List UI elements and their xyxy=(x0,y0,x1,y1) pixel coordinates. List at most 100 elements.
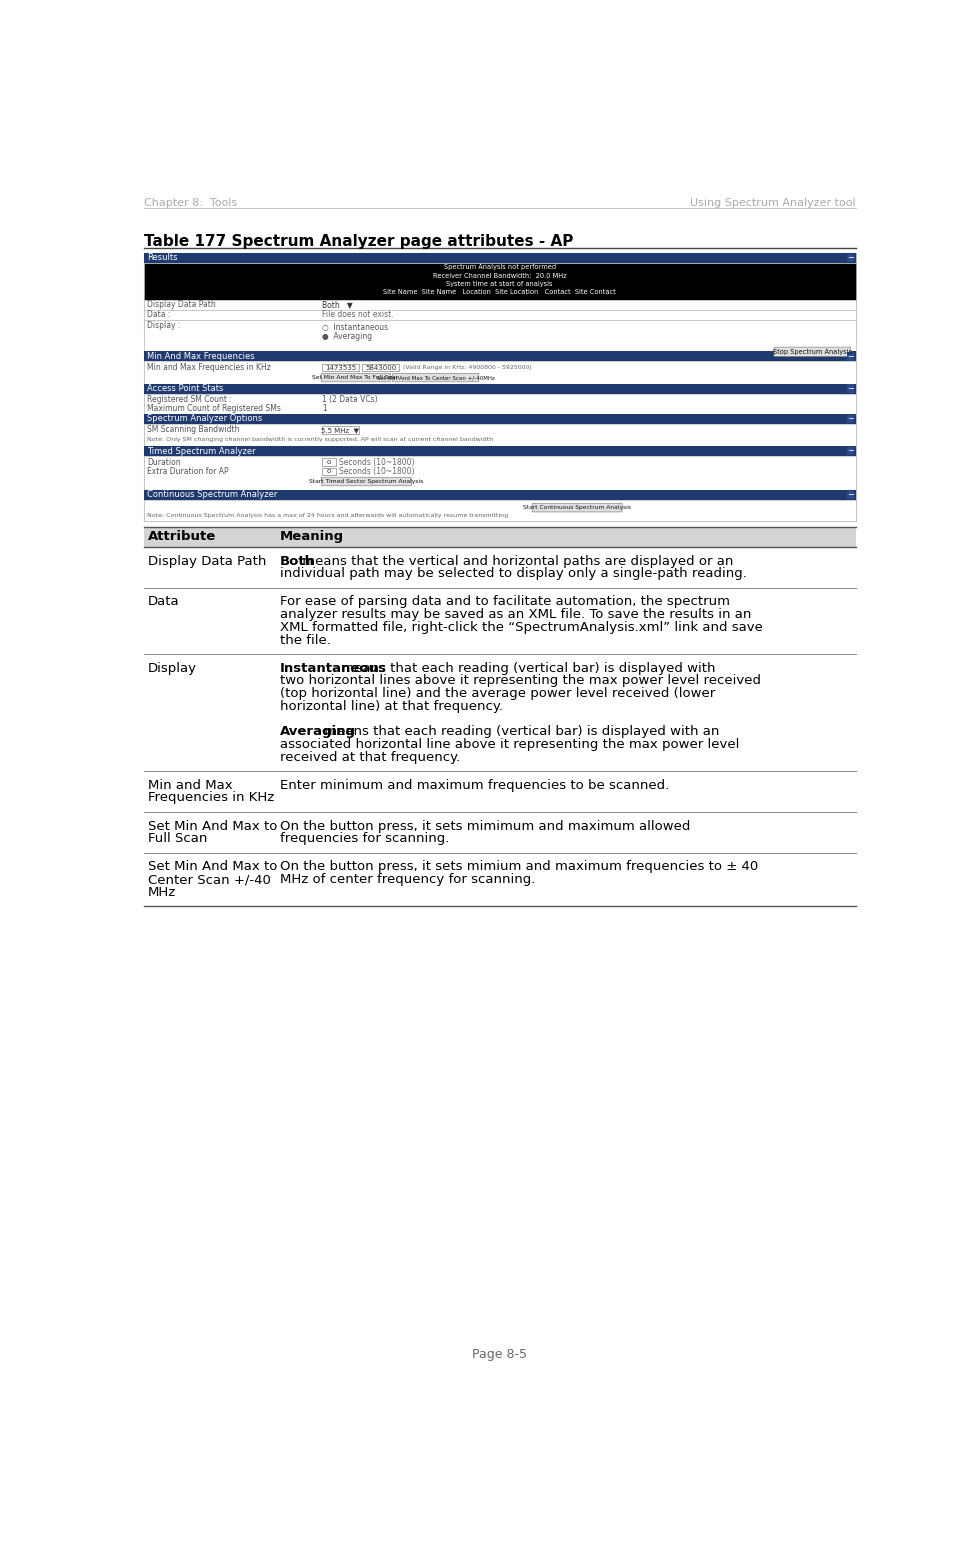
Text: 1 (2 Data VCs): 1 (2 Data VCs) xyxy=(322,395,377,404)
Text: individual path may be selected to display only a single-path reading.: individual path may be selected to displ… xyxy=(280,568,747,580)
Text: Data: Data xyxy=(148,596,179,608)
Text: 1: 1 xyxy=(322,404,327,414)
Bar xyxy=(143,446,856,490)
Text: Instantaneous: Instantaneous xyxy=(280,662,387,675)
Bar xyxy=(143,425,856,446)
Text: Results: Results xyxy=(147,253,178,263)
FancyBboxPatch shape xyxy=(322,477,411,485)
Text: Frequencies in KHz: Frequencies in KHz xyxy=(148,791,275,804)
Text: Both   ▼: Both ▼ xyxy=(322,300,353,309)
Bar xyxy=(143,309,856,320)
Bar xyxy=(143,414,856,425)
Text: MHz of center frequency for scanning.: MHz of center frequency for scanning. xyxy=(280,872,535,886)
Bar xyxy=(143,253,856,263)
Bar xyxy=(143,527,856,547)
Text: −: − xyxy=(847,253,854,263)
Bar xyxy=(846,351,854,361)
Bar xyxy=(143,414,856,446)
Bar xyxy=(846,253,854,263)
Bar xyxy=(322,426,359,434)
Text: −: − xyxy=(847,446,854,456)
Text: Center Scan +/-40: Center Scan +/-40 xyxy=(148,872,271,886)
Text: Seconds (10~1800): Seconds (10~1800) xyxy=(339,457,414,466)
Text: On the button press, it sets mimimum and maximum allowed: On the button press, it sets mimimum and… xyxy=(280,819,690,832)
Text: Min and Max Frequencies in KHz: Min and Max Frequencies in KHz xyxy=(147,362,271,372)
Bar xyxy=(846,415,854,423)
Text: Min And Max Frequencies: Min And Max Frequencies xyxy=(147,351,255,361)
Text: Maximum Count of Registered SMs: Maximum Count of Registered SMs xyxy=(147,404,282,414)
Text: Set Min And Max to: Set Min And Max to xyxy=(148,860,278,874)
Text: (top horizontal line) and the average power level received (lower: (top horizontal line) and the average po… xyxy=(280,687,716,700)
Text: Using Spectrum Analyzer tool: Using Spectrum Analyzer tool xyxy=(690,197,856,208)
Bar xyxy=(143,446,856,456)
Bar xyxy=(143,300,856,309)
Bar xyxy=(846,491,854,499)
Text: Duration: Duration xyxy=(147,457,181,466)
Text: frequencies for scanning.: frequencies for scanning. xyxy=(280,832,449,846)
Bar xyxy=(143,393,856,414)
Text: File does not exist.: File does not exist. xyxy=(322,311,394,319)
Text: ●  Averaging: ● Averaging xyxy=(322,333,371,341)
Text: Chapter 8:  Tools: Chapter 8: Tools xyxy=(143,197,237,208)
Bar xyxy=(143,490,856,501)
Bar xyxy=(143,490,856,521)
FancyBboxPatch shape xyxy=(774,347,851,356)
Text: Start Continuous Spectrum Analysis: Start Continuous Spectrum Analysis xyxy=(524,505,631,510)
Text: Page 8-5: Page 8-5 xyxy=(472,1348,527,1361)
Text: Set Min And Max to: Set Min And Max to xyxy=(148,819,278,832)
Text: Display Data Path: Display Data Path xyxy=(147,300,216,309)
Bar xyxy=(322,364,359,372)
Text: o: o xyxy=(327,468,331,474)
FancyBboxPatch shape xyxy=(532,504,622,512)
Text: −: − xyxy=(847,414,854,423)
Text: Note: Only SM changing channel bandwidth is currently supported. AP will scan at: Note: Only SM changing channel bandwidth… xyxy=(147,437,493,443)
Bar xyxy=(322,468,335,476)
Text: Timed Spectrum Analyzer: Timed Spectrum Analyzer xyxy=(147,446,256,456)
Bar xyxy=(143,456,856,490)
Text: Full Scan: Full Scan xyxy=(148,832,208,846)
Text: ○  Instantaneous: ○ Instantaneous xyxy=(322,323,388,333)
Text: Receiver Channel Bandwidth:  20.0 MHz: Receiver Channel Bandwidth: 20.0 MHz xyxy=(433,272,566,278)
Bar xyxy=(143,384,856,414)
Text: means that the vertical and horizontal paths are displayed or an: means that the vertical and horizontal p… xyxy=(297,555,733,568)
Bar xyxy=(143,253,856,342)
Text: −: − xyxy=(847,490,854,499)
Text: two horizontal lines above it representing the max power level received: two horizontal lines above it representi… xyxy=(280,675,760,687)
Text: means that each reading (vertical bar) is displayed with an: means that each reading (vertical bar) i… xyxy=(320,725,720,739)
Text: −: − xyxy=(847,351,854,361)
Text: Registered SM Count :: Registered SM Count : xyxy=(147,395,232,404)
Bar xyxy=(143,501,856,521)
Text: Averaging: Averaging xyxy=(280,725,356,739)
Text: System time at start of analysis: System time at start of analysis xyxy=(447,280,553,286)
Bar xyxy=(846,446,854,456)
Text: Table 177 Spectrum Analyzer page attributes - AP: Table 177 Spectrum Analyzer page attribu… xyxy=(143,235,573,249)
Text: For ease of parsing data and to facilitate automation, the spectrum: For ease of parsing data and to facilita… xyxy=(280,596,730,608)
Text: Extra Duration for AP: Extra Duration for AP xyxy=(147,466,229,476)
Text: Set Min And Max To Center Scan +/-40MHz: Set Min And Max To Center Scan +/-40MHz xyxy=(376,375,494,379)
Text: Note: Continuous Spectrum Analysis has a max of 24 hours and afterwards will aut: Note: Continuous Spectrum Analysis has a… xyxy=(147,513,509,518)
Text: Data :: Data : xyxy=(147,311,171,319)
Text: Seconds (10~1800): Seconds (10~1800) xyxy=(339,466,414,476)
Text: On the button press, it sets mimium and maximum frequencies to ± 40: On the button press, it sets mimium and … xyxy=(280,860,759,874)
FancyBboxPatch shape xyxy=(393,373,479,383)
Text: Spectrum Analyzer Options: Spectrum Analyzer Options xyxy=(147,414,262,423)
Text: analyzer results may be saved as an XML file. To save the results in an: analyzer results may be saved as an XML … xyxy=(280,608,752,620)
Bar xyxy=(143,320,856,351)
Text: 5.5 MHz  ▼: 5.5 MHz ▼ xyxy=(322,428,360,432)
Bar xyxy=(322,459,335,466)
Text: Enter minimum and maximum frequencies to be scanned.: Enter minimum and maximum frequencies to… xyxy=(280,779,669,791)
Bar xyxy=(143,361,856,384)
Bar xyxy=(143,384,856,393)
Text: horizontal line) at that frequency.: horizontal line) at that frequency. xyxy=(280,700,503,712)
Text: Site Name  Site Name   Location  Site Location   Contact  Site Contact: Site Name Site Name Location Site Locati… xyxy=(383,289,616,295)
Text: Display Data Path: Display Data Path xyxy=(148,555,266,568)
Bar xyxy=(362,364,400,372)
Text: Access Point Stats: Access Point Stats xyxy=(147,384,224,393)
Text: o: o xyxy=(327,459,331,465)
FancyBboxPatch shape xyxy=(322,373,390,383)
Text: Both: Both xyxy=(280,555,315,568)
Text: −: − xyxy=(847,384,854,393)
Text: Min and Max: Min and Max xyxy=(148,779,233,791)
Bar xyxy=(143,263,856,300)
Text: Start Timed Sector Spectrum Analysis: Start Timed Sector Spectrum Analysis xyxy=(309,479,423,484)
